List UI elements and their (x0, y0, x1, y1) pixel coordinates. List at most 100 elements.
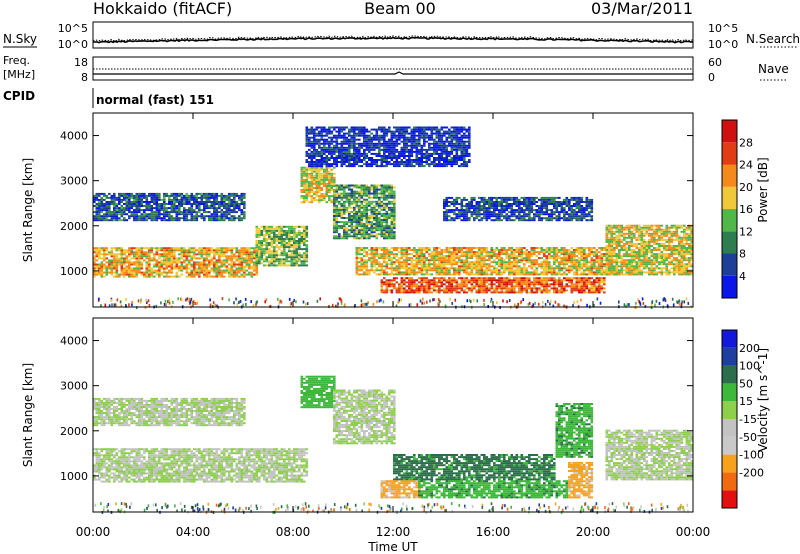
power-cell (455, 287, 459, 290)
power-cell (148, 263, 151, 266)
power-cell (315, 187, 319, 189)
power-cell (375, 253, 379, 256)
power-cell (205, 201, 209, 203)
power-cell (375, 269, 379, 272)
power-cell (298, 233, 301, 236)
power-cell (163, 194, 166, 197)
power-cell (390, 267, 394, 270)
power-cell (665, 245, 669, 247)
power-cell (518, 267, 521, 270)
power-cell (248, 271, 251, 274)
power-cell (478, 283, 481, 286)
power-cell (463, 263, 466, 266)
power-cell (355, 229, 359, 232)
power-cell (538, 277, 541, 280)
power-cell (113, 275, 116, 278)
power-cell (393, 202, 396, 205)
power-cell (140, 213, 144, 216)
cpid-label: CPID (3, 89, 35, 103)
power-cell (175, 249, 179, 252)
power-cell (365, 255, 369, 258)
power-cell (305, 264, 309, 267)
power-cell (98, 209, 101, 212)
power-cell (548, 257, 551, 260)
power-cell (110, 253, 114, 256)
power-cell (488, 287, 491, 290)
power-cell (510, 283, 514, 286)
power-cell (138, 261, 141, 264)
power-cell (548, 267, 551, 270)
power-cell (380, 202, 384, 205)
power-cell (240, 213, 244, 216)
power-cell (465, 263, 469, 266)
power-cell (110, 269, 114, 272)
power-cell (383, 202, 386, 205)
power-cell (140, 215, 144, 218)
power-cell (463, 255, 466, 258)
power-cell (225, 217, 229, 220)
power-cell (300, 201, 304, 204)
power-cell (605, 261, 609, 264)
power-cell (370, 253, 374, 256)
power-cell (230, 194, 234, 197)
nsearch-label: N.Search (746, 32, 800, 46)
power-cell (243, 247, 246, 250)
power-cell (603, 255, 606, 258)
power-cell (358, 269, 361, 272)
power-cell (150, 267, 154, 270)
power-cell (198, 192, 201, 195)
power-cell (598, 265, 601, 268)
power-cell (298, 264, 301, 267)
power-cell (138, 219, 141, 222)
power-cell (378, 223, 381, 226)
power-cell (163, 247, 166, 250)
power-cell (390, 192, 394, 195)
power-cell (118, 201, 121, 203)
power-cell (575, 271, 579, 274)
power-cell (658, 255, 661, 258)
power-cell (543, 283, 546, 286)
power-cell (545, 251, 549, 254)
power-cell (188, 261, 191, 264)
power-cell (333, 189, 336, 191)
power-cell (128, 267, 131, 270)
power-cell (450, 291, 454, 294)
power-cell (625, 253, 629, 256)
power-cell (368, 217, 371, 219)
power-cell (213, 257, 216, 260)
power-cell (590, 285, 594, 288)
power-cell (128, 194, 131, 197)
power-cell (510, 253, 514, 256)
power-cell (308, 193, 311, 196)
power-cell (383, 273, 386, 276)
power-cell (125, 257, 129, 260)
power-cell (375, 204, 379, 207)
power-cell (140, 255, 144, 258)
power-cell (400, 251, 404, 254)
power-cell (145, 207, 149, 210)
power-cell (173, 211, 176, 214)
power-cell (595, 285, 599, 288)
power-cell (225, 211, 229, 214)
power-cell (163, 261, 166, 264)
power-cell (420, 279, 424, 282)
power-cell (635, 273, 639, 276)
power-cell (498, 279, 501, 282)
power-cell (433, 269, 436, 272)
power-cell (395, 289, 399, 292)
power-cell (303, 201, 306, 204)
power-cell (650, 228, 654, 231)
power-cell (218, 205, 221, 207)
power-cell (480, 289, 484, 292)
power-cell (93, 249, 96, 252)
power-cell (388, 190, 391, 193)
power-cell (200, 267, 204, 270)
power-cell (378, 255, 381, 258)
power-cell (255, 244, 259, 247)
power-cell (613, 226, 616, 229)
power-cell (370, 212, 374, 215)
power-cell (353, 190, 356, 193)
power-cell (625, 226, 629, 229)
power-cell (663, 249, 666, 251)
power-cell (533, 271, 536, 274)
